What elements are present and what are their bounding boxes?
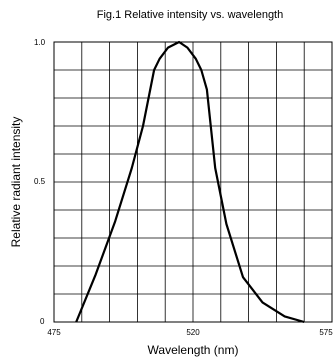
grid [54,42,332,322]
series-line-0 [75,40,305,324]
chart-title: Fig.1 Relative intensity vs. wavelength [97,9,283,21]
y-axis-label: Relative radiant intensity [9,117,23,248]
y-tick-label-2: 1.0 [34,38,46,47]
y-tick-label-0: 0 [40,317,45,326]
x-tick-label-0: 475 [47,328,61,337]
y-tick-label-1: 0.5 [34,177,46,186]
series-layer [75,40,305,324]
x-tick-label-2: 575 [319,328,333,337]
x-axis-label: Wavelength (nm) [148,343,239,357]
x-tick-label-1: 520 [186,328,200,337]
